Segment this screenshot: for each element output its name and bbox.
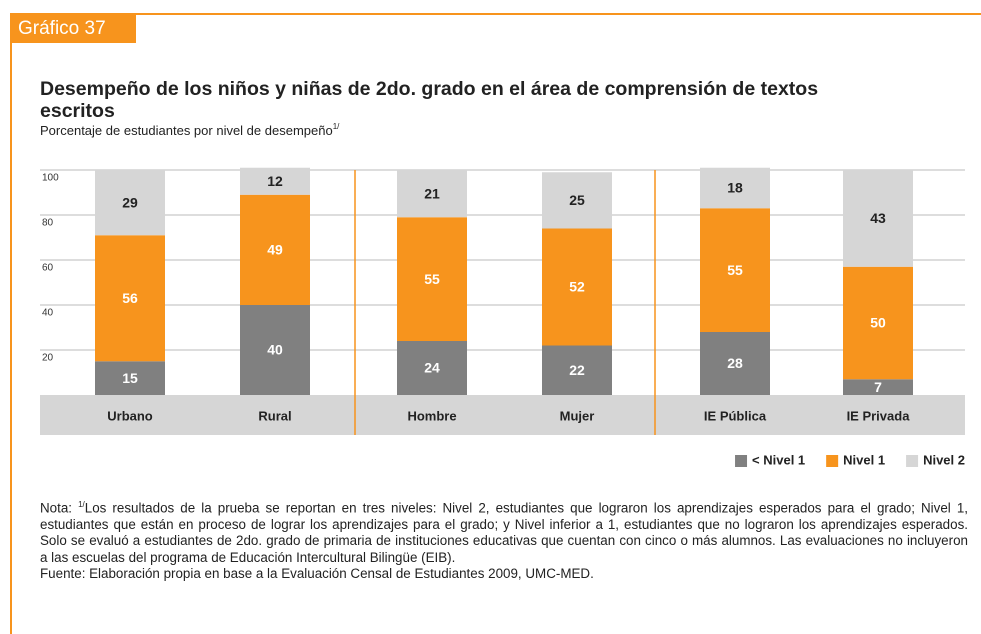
subtitle-footnote: 1/ — [333, 122, 340, 131]
bar-segment — [397, 170, 467, 218]
legend-swatch — [906, 455, 919, 467]
note: Nota: 1/Los resultados de la prueba se r… — [40, 497, 968, 583]
legend-label: Nivel 1 — [843, 452, 885, 467]
bar-segment — [542, 172, 612, 229]
y-tick-label: 60 — [42, 263, 54, 274]
data-label: 15 — [122, 370, 138, 386]
data-label: 25 — [569, 192, 585, 208]
y-tick-label: 80 — [42, 218, 54, 229]
bar-segment — [240, 167, 310, 195]
bar-segment — [95, 361, 165, 395]
data-label: 50 — [870, 315, 886, 331]
data-label: 43 — [870, 210, 886, 226]
data-label: 24 — [424, 360, 440, 376]
legend-swatch — [735, 455, 748, 467]
data-label: 56 — [122, 290, 138, 306]
x-tick-label: IE Pública — [704, 408, 767, 423]
x-tick-label: Mujer — [560, 408, 595, 423]
bar-segment — [700, 332, 770, 395]
bar-segment — [700, 208, 770, 332]
note-source: Fuente: Elaboración propia en base a la … — [40, 566, 594, 582]
bar-segment — [843, 170, 913, 267]
y-tick-label: 20 — [42, 353, 54, 364]
category-band — [40, 395, 965, 435]
data-label: 12 — [267, 173, 283, 189]
data-label: 52 — [569, 279, 585, 295]
x-tick-label: Hombre — [407, 408, 456, 423]
subtitle-text: Porcentaje de estudiantes por nivel de d… — [40, 123, 333, 138]
data-label: 49 — [267, 242, 283, 258]
bar-segment — [240, 305, 310, 395]
data-label: 29 — [122, 194, 138, 210]
legend-swatch — [826, 455, 839, 467]
x-tick-label: Rural — [258, 408, 291, 423]
legend-label: Nivel 2 — [923, 452, 965, 467]
bar-segment — [843, 266, 913, 380]
legend-label: < Nivel 1 — [752, 452, 805, 467]
bar-segment — [95, 170, 165, 236]
bar-segment — [397, 341, 467, 395]
bar-segment — [397, 217, 467, 341]
y-tick-label: 40 — [42, 308, 54, 319]
chart-title: Desempeño de los niños y niñas de 2do. g… — [40, 78, 818, 122]
x-tick-label: IE Privada — [847, 408, 911, 423]
bar-segment — [542, 345, 612, 395]
bar-segment — [542, 228, 612, 346]
note-label: Nota: — [40, 500, 73, 516]
data-label: 18 — [727, 180, 743, 196]
header-tab — [10, 14, 136, 43]
data-label: 40 — [267, 342, 283, 358]
y-tick-label: 100 — [42, 173, 59, 184]
data-label: 55 — [424, 271, 440, 287]
bar-segment — [240, 194, 310, 305]
bar-segment — [700, 167, 770, 209]
note-text: Los resultados de la prueba se reportan … — [40, 500, 968, 565]
data-label: 7 — [874, 379, 882, 395]
chart-subtitle: Porcentaje de estudiantes por nivel de d… — [40, 122, 340, 138]
bar-segment — [843, 379, 913, 395]
note-footnote: 1/ — [78, 500, 85, 509]
data-label: 22 — [569, 362, 585, 378]
data-label: 55 — [727, 262, 743, 278]
bar-segment — [95, 235, 165, 362]
x-tick-label: Urbano — [107, 408, 153, 423]
data-label: 21 — [424, 185, 440, 201]
header-label: Gráfico 37 — [18, 18, 106, 39]
data-label: 28 — [727, 355, 743, 371]
